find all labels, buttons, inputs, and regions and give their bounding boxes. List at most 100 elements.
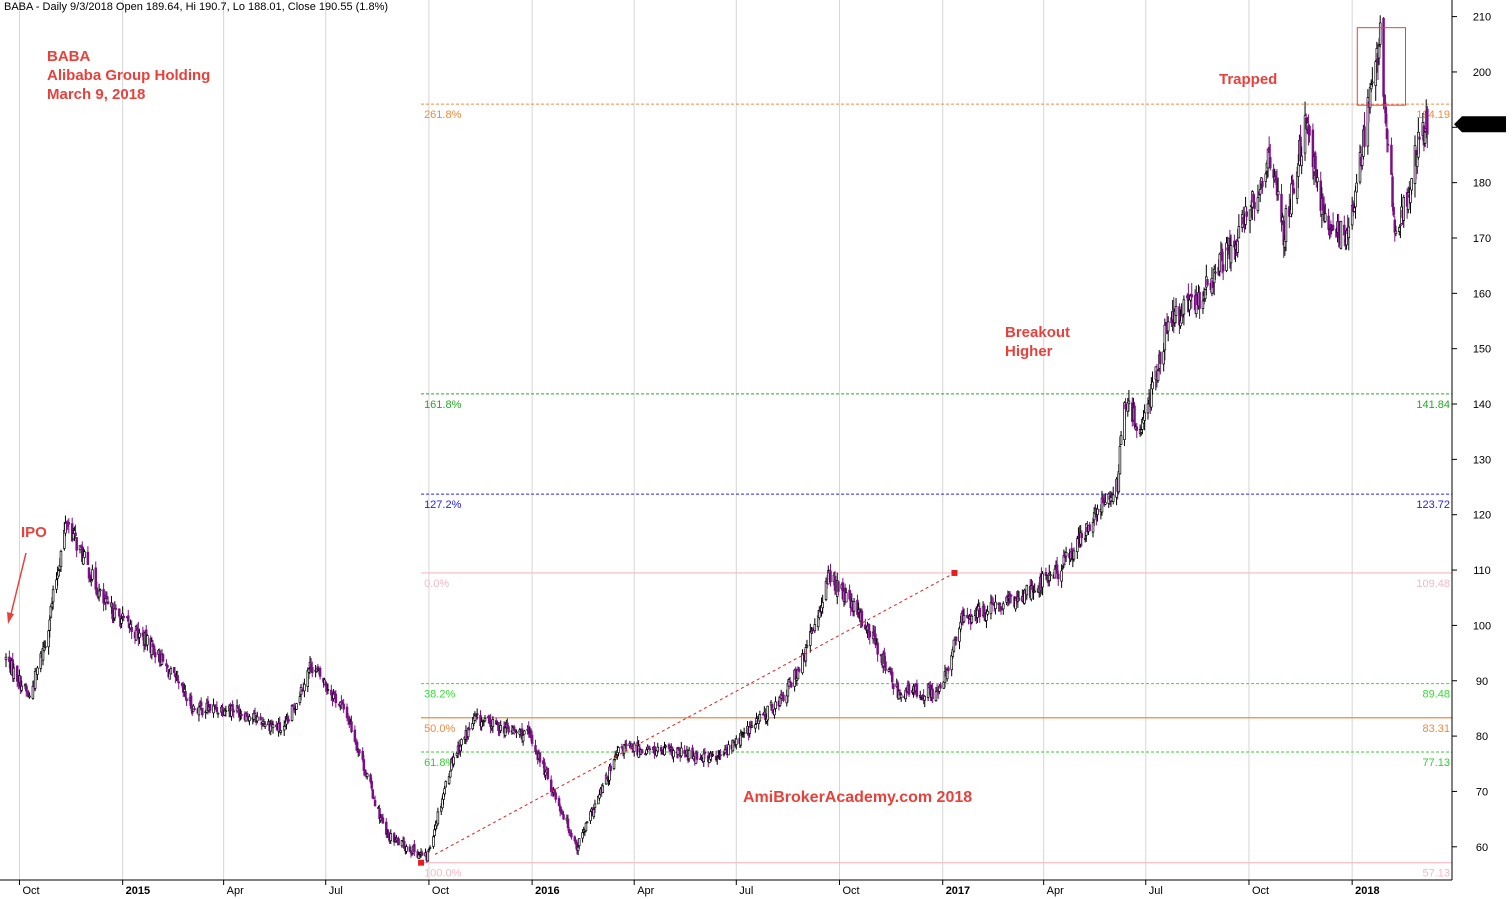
candle-body	[1280, 193, 1283, 223]
candle-body	[523, 730, 526, 735]
candle-body	[409, 850, 413, 854]
candle-body	[592, 809, 596, 818]
candle-body	[1392, 207, 1395, 216]
candle-body	[884, 661, 887, 671]
y-tick-label: 190	[1473, 122, 1491, 134]
trapped-label: Trapped	[1219, 71, 1278, 88]
candle-body	[1386, 143, 1390, 146]
candle-body	[311, 666, 314, 674]
candle-body	[1091, 522, 1095, 533]
x-tick-label: Oct	[1252, 885, 1269, 897]
y-tick-label: 110	[1473, 565, 1491, 577]
candle-body	[1355, 182, 1358, 193]
candle-body	[4, 656, 8, 661]
candle-body	[821, 602, 824, 609]
candle-body	[1033, 590, 1036, 593]
candle-body	[931, 688, 934, 700]
fibonacci-levels: 261.8% 194.19 161.8% 141.84 127.2% 123.72 0.0%…	[421, 103, 1452, 880]
candle-body	[833, 575, 837, 591]
candle-body	[57, 570, 60, 577]
breakout-label-line2: Higher	[1005, 343, 1053, 360]
candle-body	[507, 726, 510, 733]
candle-body	[259, 716, 262, 721]
candle-body	[998, 602, 1002, 606]
candle-body	[805, 645, 809, 648]
candle-body	[970, 615, 974, 623]
candle-body	[1354, 190, 1357, 208]
candle-body	[169, 668, 173, 675]
candle-body	[758, 714, 762, 722]
candle-body	[240, 714, 243, 716]
candle-body	[1229, 245, 1233, 264]
candle-body	[83, 551, 86, 558]
candle-body	[184, 690, 187, 698]
candle-body	[1236, 240, 1239, 253]
candle-body	[303, 683, 306, 692]
annotation-block: BABA Alibaba Group Holding March 9, 2018	[47, 47, 210, 104]
company-label: Alibaba Group Holding	[47, 67, 211, 84]
candle-body	[824, 581, 828, 600]
candle-body	[483, 718, 487, 722]
fib-level-percent: 127.2%	[424, 499, 462, 511]
candle-body	[695, 752, 699, 760]
fib-level-percent: 100.0%	[424, 868, 462, 880]
candle-body	[672, 750, 675, 758]
candle-body	[122, 615, 126, 618]
candle-body	[256, 716, 259, 722]
candle-body	[15, 665, 19, 682]
candle-body	[118, 608, 121, 617]
y-tick-label: 200	[1473, 67, 1491, 79]
candle-body	[48, 619, 52, 631]
candle-body	[1371, 81, 1374, 84]
chart-header: BABA - Daily 9/3/2018 Open 189.64, Hi 19…	[4, 1, 389, 13]
candle-body	[1017, 597, 1021, 601]
candle-body	[1253, 201, 1256, 209]
candle-body	[766, 705, 769, 721]
candle-body	[166, 665, 169, 668]
candle-body	[432, 836, 435, 847]
candle-body	[146, 635, 149, 646]
x-tick-label: Apr	[637, 885, 654, 897]
candle-body	[962, 614, 966, 623]
candle-body	[114, 608, 118, 610]
candle-body	[1182, 299, 1186, 315]
candle-body	[1135, 426, 1139, 431]
candle-body	[1258, 189, 1262, 195]
candle-body	[844, 592, 848, 603]
candle-body	[248, 716, 251, 722]
candle-body	[1190, 294, 1193, 298]
candle-body	[923, 695, 927, 701]
candle-body	[405, 846, 408, 852]
candle-body	[1060, 570, 1063, 582]
candle-body	[774, 701, 777, 710]
candle-body	[530, 734, 534, 744]
candle-body	[609, 765, 612, 772]
candle-body	[1163, 324, 1167, 351]
candle-body	[215, 707, 219, 712]
candle-body	[20, 685, 23, 691]
candle-body	[934, 691, 938, 702]
x-tick-label: Oct	[22, 885, 39, 897]
price-candles	[4, 15, 1429, 863]
candle-body	[557, 798, 561, 807]
candle-body	[287, 719, 290, 722]
candle-body	[1072, 550, 1076, 560]
candle-body	[67, 522, 71, 525]
candle-body	[232, 710, 235, 713]
breakout-label-line1: Breakout	[1005, 324, 1071, 341]
y-tick-label: 130	[1473, 454, 1491, 466]
candle-body	[452, 756, 455, 765]
candle-body	[1111, 494, 1115, 502]
candle-body	[138, 632, 141, 638]
candle-body	[1382, 17, 1385, 97]
candle-body	[860, 610, 864, 627]
candle-body	[1049, 574, 1052, 576]
candle-body	[1256, 197, 1260, 212]
candle-body	[852, 601, 856, 612]
candle-body	[978, 607, 981, 617]
candle-body	[318, 668, 322, 677]
candle-body	[444, 781, 447, 788]
trapped-box	[1356, 27, 1407, 106]
candle-body	[468, 728, 471, 731]
candle-body	[365, 773, 369, 777]
